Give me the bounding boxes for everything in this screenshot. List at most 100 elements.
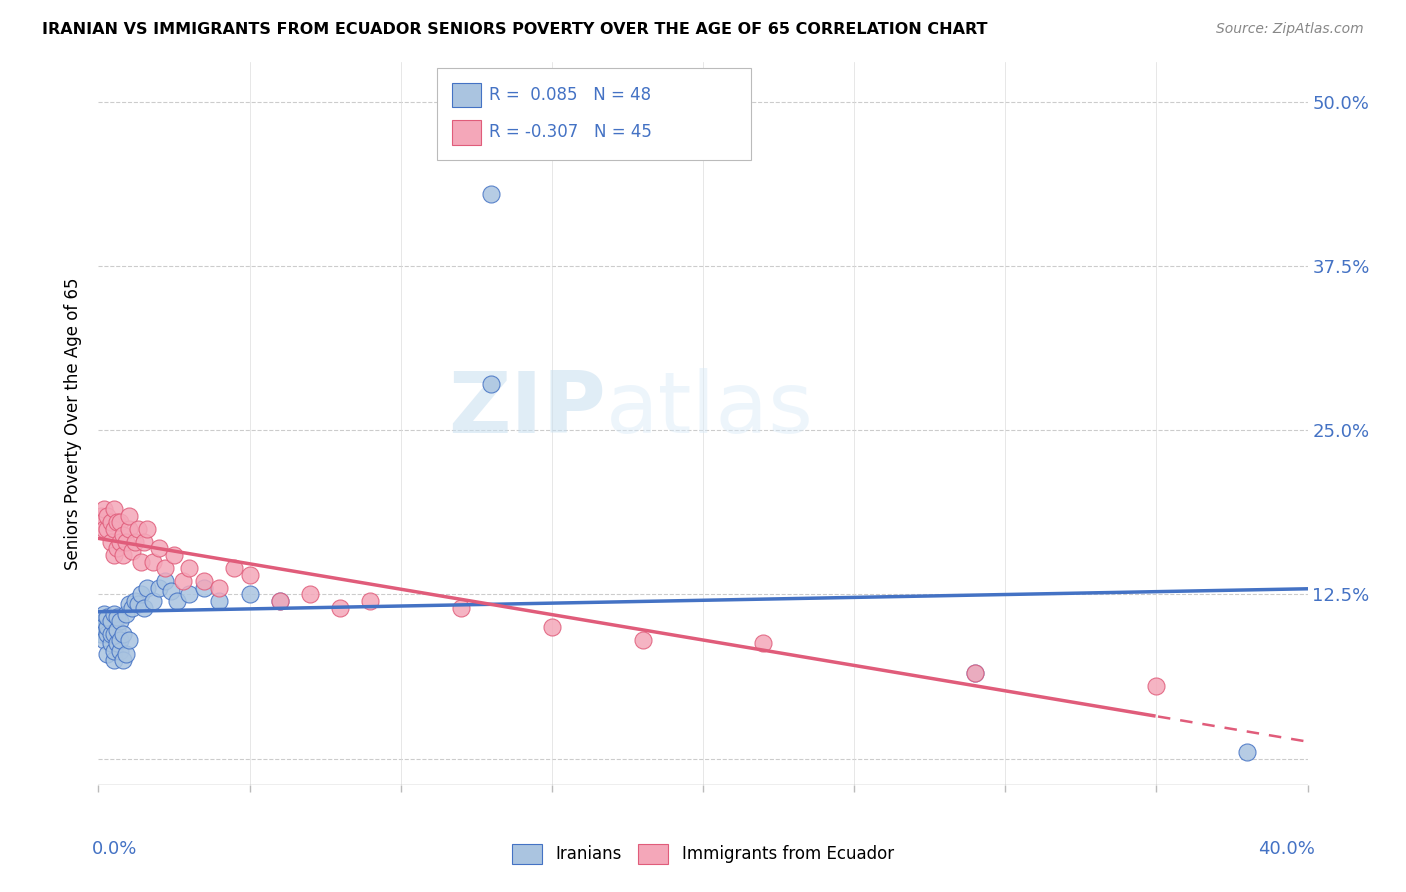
Point [208,594,231,608]
Point [193,581,215,595]
Point [100,627,122,641]
Point [93,522,115,536]
Point [90,508,112,523]
Point [239,567,262,582]
Point [160,583,183,598]
Point [93,607,115,622]
Point [132,600,155,615]
Point [108,535,131,549]
Point [118,597,141,611]
Point [105,636,128,650]
Point [103,607,125,622]
Point [114,647,136,661]
Point [129,555,152,569]
Point [96,620,118,634]
Point [100,614,122,628]
Point [166,594,188,608]
Point [90,620,112,634]
Point [127,522,149,536]
Point [135,522,157,536]
Point [142,555,165,569]
Point [111,653,134,667]
Point [96,508,118,523]
Point [135,581,157,595]
Point [148,541,170,556]
Point [124,594,146,608]
Point [127,597,149,611]
Point [93,502,115,516]
Point [481,377,503,392]
Point [965,666,987,681]
Point [111,528,134,542]
Point [121,600,143,615]
Point [118,633,141,648]
Point [269,594,291,608]
Point [148,581,170,595]
Point [450,600,472,615]
Point [108,515,131,529]
Text: R =  0.085   N = 48: R = 0.085 N = 48 [489,87,651,104]
Point [108,614,131,628]
Point [193,574,215,589]
Point [118,522,141,536]
Point [118,508,141,523]
Text: R = -0.307   N = 45: R = -0.307 N = 45 [489,123,652,141]
Point [179,561,201,575]
Point [105,541,128,556]
Point [103,653,125,667]
Point [224,561,246,575]
Point [124,535,146,549]
Point [90,627,112,641]
Point [108,644,131,658]
Point [269,594,291,608]
Point [631,633,654,648]
Point [105,623,128,637]
Point [93,614,115,628]
Point [481,186,503,201]
Point [132,535,155,549]
Point [752,636,775,650]
Point [108,633,131,648]
Point [299,587,322,601]
Point [360,594,382,608]
Point [163,548,186,562]
Text: atlas: atlas [606,368,814,450]
Point [153,574,176,589]
Point [1236,745,1258,759]
Text: Source: ZipAtlas.com: Source: ZipAtlas.com [1216,22,1364,37]
Point [103,627,125,641]
Point [103,522,125,536]
Point [93,633,115,648]
Point [142,594,165,608]
Legend: Iranians, Immigrants from Ecuador: Iranians, Immigrants from Ecuador [505,837,901,871]
Point [96,647,118,661]
Point [179,587,201,601]
Point [96,522,118,536]
Point [329,600,352,615]
Point [105,515,128,529]
Point [129,587,152,601]
Point [105,609,128,624]
Point [208,581,231,595]
Text: ZIP: ZIP [449,368,606,450]
Point [96,609,118,624]
Point [103,502,125,516]
Point [1144,680,1167,694]
Point [114,535,136,549]
Point [103,644,125,658]
Text: IRANIAN VS IMMIGRANTS FROM ECUADOR SENIORS POVERTY OVER THE AGE OF 65 CORRELATIO: IRANIAN VS IMMIGRANTS FROM ECUADOR SENIO… [42,22,987,37]
Point [100,535,122,549]
Point [965,666,987,681]
Point [100,515,122,529]
Point [111,627,134,641]
Point [96,627,118,641]
Point [540,620,562,634]
Text: 40.0%: 40.0% [1258,840,1315,858]
Y-axis label: Seniors Poverty Over the Age of 65: Seniors Poverty Over the Age of 65 [65,277,83,570]
Point [153,561,176,575]
Point [111,548,134,562]
Point [172,574,194,589]
Point [239,587,262,601]
Text: 0.0%: 0.0% [91,840,136,858]
Point [114,607,136,622]
